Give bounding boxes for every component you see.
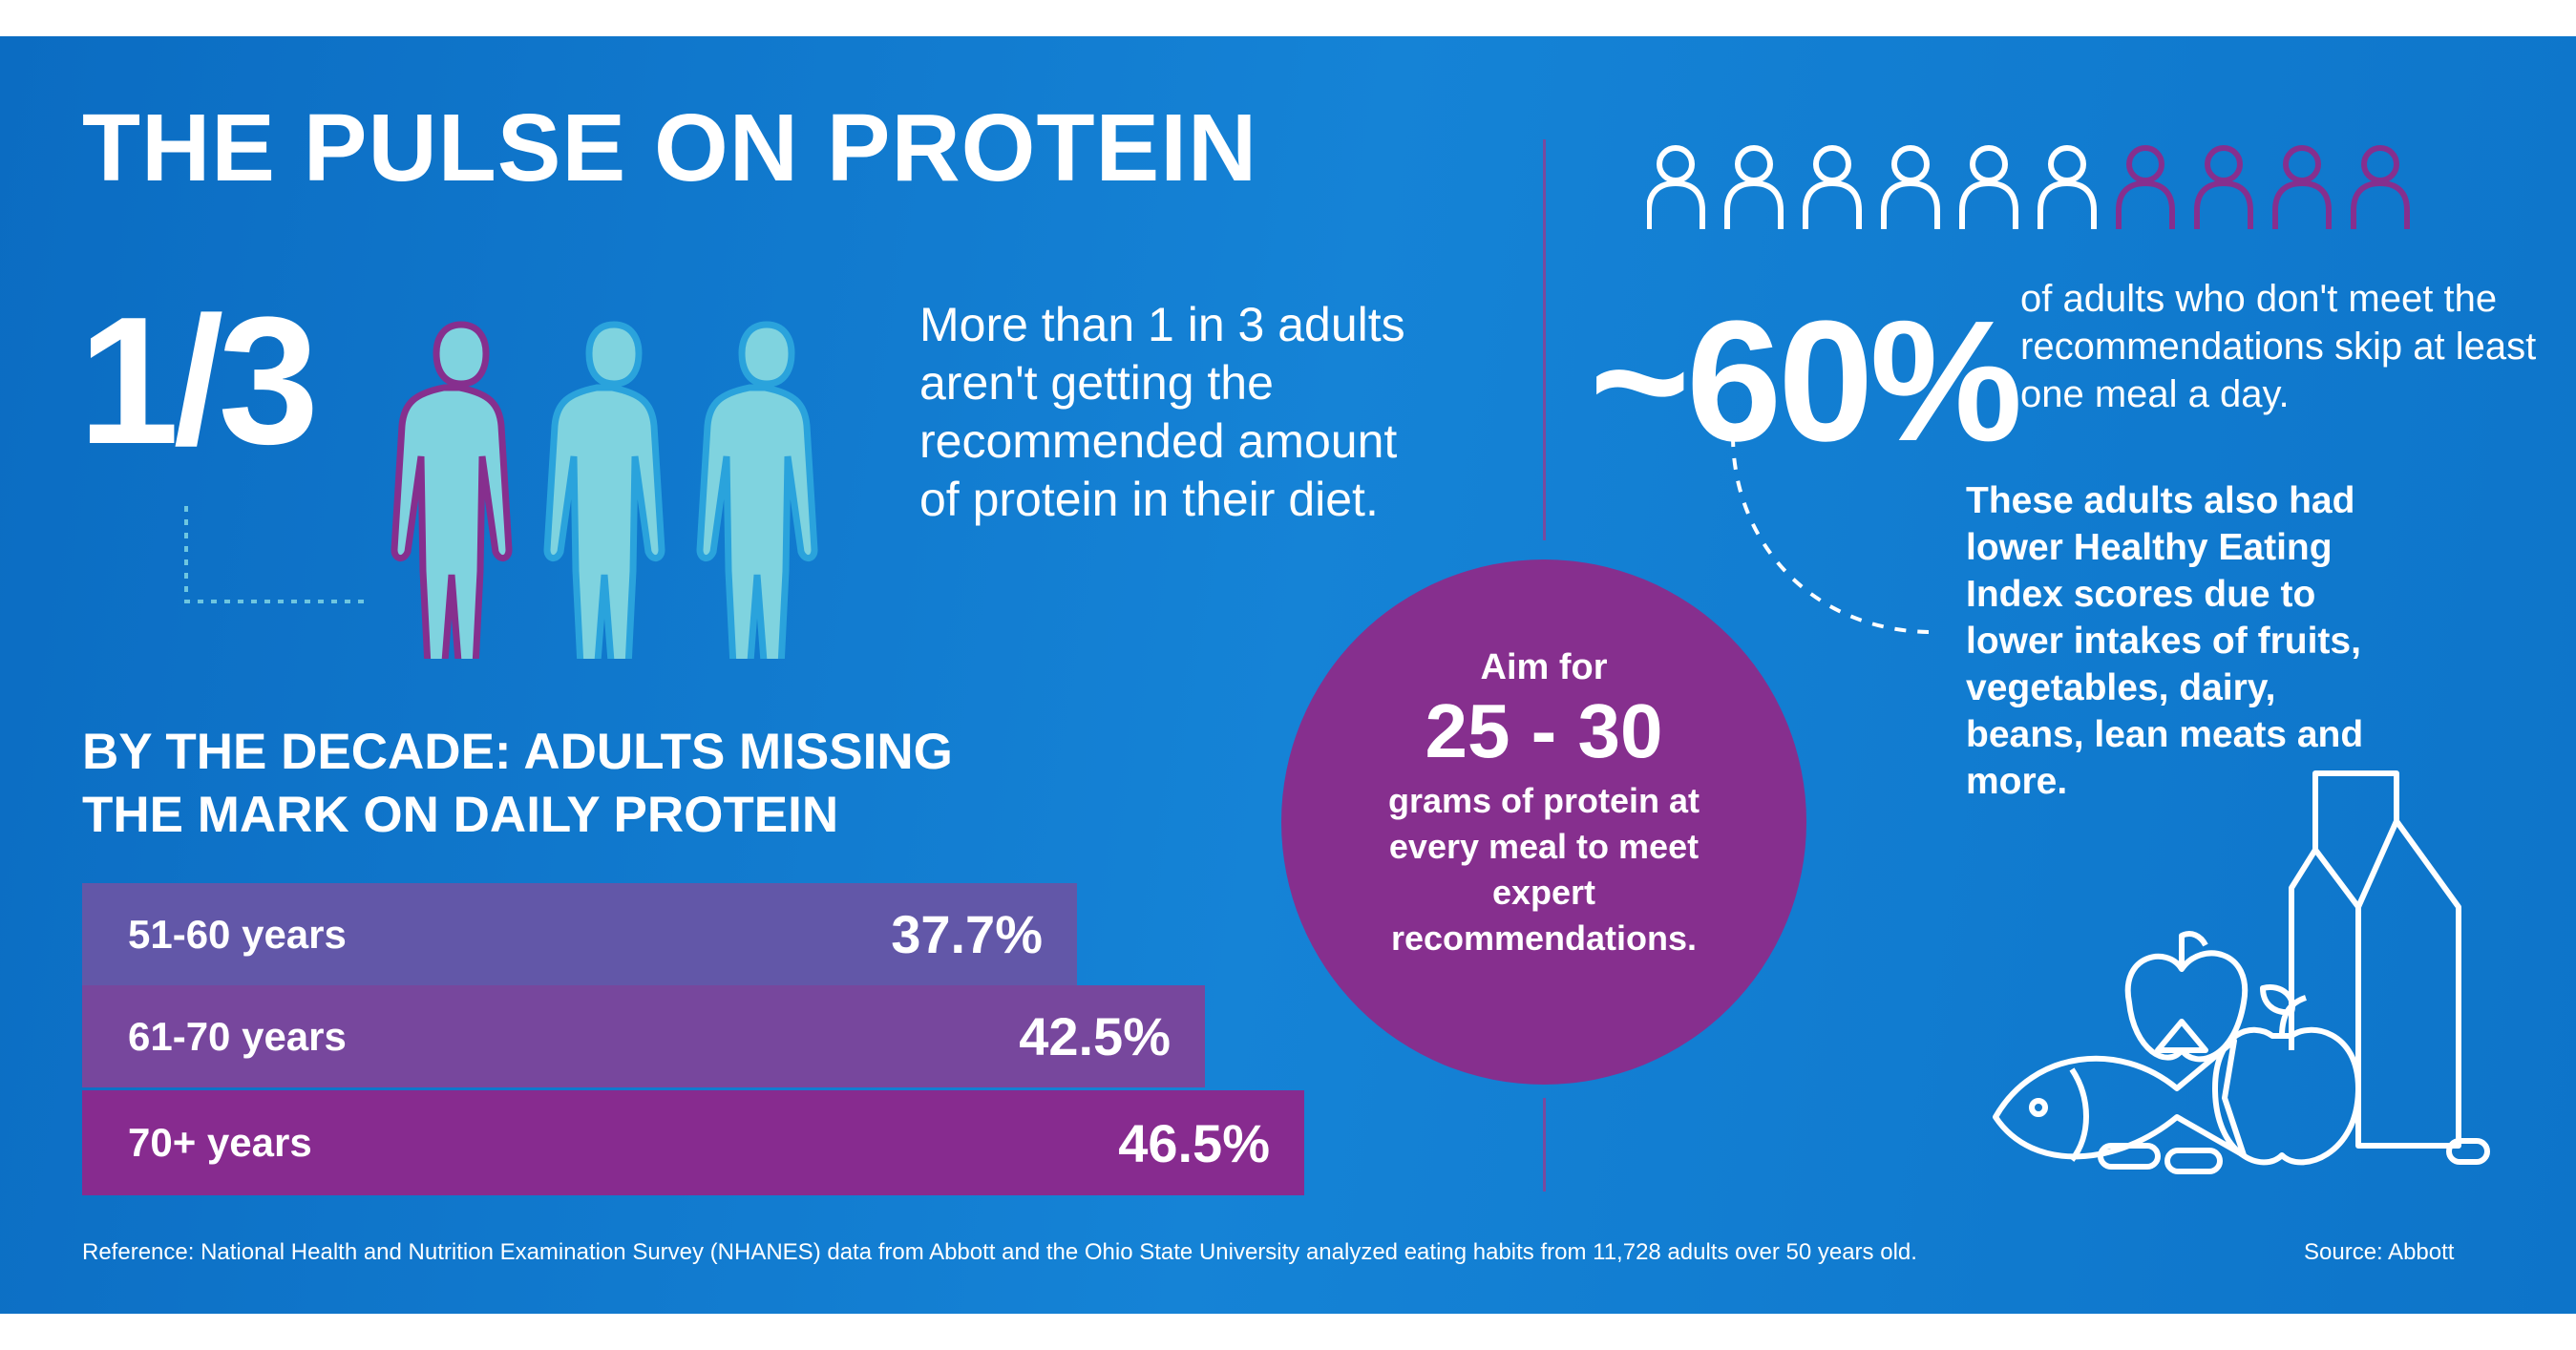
fish-icon <box>1993 1019 2247 1162</box>
person-outline-icon <box>1959 145 2018 229</box>
dashed-arc <box>1731 434 1930 634</box>
person-figure-icon <box>391 321 513 659</box>
sixty-percent-stat: ~60% <box>1590 285 2022 477</box>
person-figure-icon <box>543 321 665 659</box>
bar-51-60-years: 51-60 years 37.7% <box>82 883 1077 985</box>
person-outline-icon <box>1724 145 1784 229</box>
people-icons <box>1647 145 2410 229</box>
bar-value-label: 42.5% <box>1019 1006 1171 1066</box>
aim-circle: Aim for 25 - 30 grams of protein at ever… <box>1281 559 1806 1085</box>
person-outline-icon <box>1881 145 1940 229</box>
bar-label: 70+ years <box>128 1120 312 1165</box>
bar-label: 61-70 years <box>128 1013 347 1059</box>
aim-range: 25 - 30 <box>1425 688 1663 773</box>
source-credit: Source: Abbott <box>2304 1239 2455 1265</box>
beans-icon <box>2098 1138 2490 1174</box>
skip-meal-text: of adults who don't meet the recommendat… <box>2020 278 2537 415</box>
pepper-icon <box>2124 931 2249 1063</box>
milk-carton-icon <box>2289 770 2461 1149</box>
person-outline-icon <box>2272 145 2332 229</box>
bar-61-70-years: 61-70 years 42.5% <box>82 985 1205 1087</box>
page-title: THE PULSE ON PROTEIN <box>82 95 1258 201</box>
aim-text: grams of protein at every meal to meet e… <box>1387 781 1700 958</box>
bar-value-label: 37.7% <box>891 904 1043 964</box>
body-figures <box>184 321 818 659</box>
divider <box>1543 139 1546 540</box>
bar-label: 51-60 years <box>128 911 347 957</box>
one-third-stat: 1/3 <box>78 280 319 482</box>
dotted-connector <box>184 506 368 603</box>
decade-heading-line1: BY THE DECADE: ADULTS MISSING <box>82 724 953 780</box>
person-outline-icon <box>2194 145 2253 229</box>
person-outline-icon <box>2351 145 2410 229</box>
divider <box>1543 1098 1546 1192</box>
aim-label: Aim for <box>1480 647 1608 687</box>
reference-footnote: Reference: National Health and Nutrition… <box>82 1239 1917 1265</box>
one-third-text: More than 1 in 3 adults aren't getting t… <box>919 298 1405 526</box>
person-figure-icon <box>696 321 818 659</box>
person-outline-icon <box>1647 145 1705 229</box>
person-outline-icon <box>1803 145 1862 229</box>
bar-70-years: 70+ years 46.5% <box>82 1090 1304 1195</box>
person-outline-icon <box>2038 145 2097 229</box>
person-outline-icon <box>2116 145 2175 229</box>
decade-heading-line2: THE MARK ON DAILY PROTEIN <box>82 787 839 843</box>
food-illustration-icon <box>1993 770 2490 1174</box>
bar-value-label: 46.5% <box>1118 1112 1270 1173</box>
healthy-eating-text: These adults also had lower Healthy Eati… <box>1966 480 2364 802</box>
decade-heading: BY THE DECADE: ADULTS MISSING THE MARK O… <box>82 721 1037 847</box>
